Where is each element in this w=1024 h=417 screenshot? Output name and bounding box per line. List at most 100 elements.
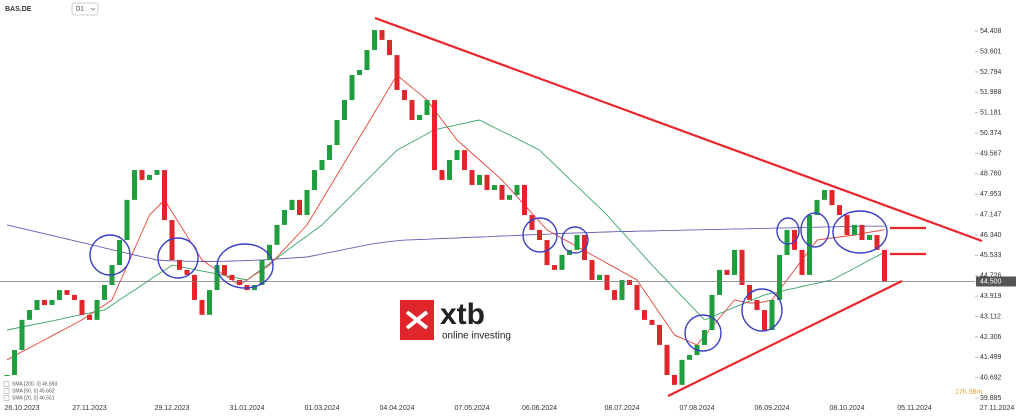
y-tick-label: 51.988	[980, 89, 1002, 96]
legend-label: SMA [20, 0] 46.551	[12, 395, 55, 401]
candle	[859, 224, 865, 241]
x-tick-label: 05.11.2024	[897, 405, 932, 412]
candle	[259, 260, 265, 286]
y-tick-label: 39.885	[980, 395, 1002, 402]
x-tick-label: 31.01.2024	[229, 405, 264, 412]
candle	[222, 265, 227, 275]
circle	[89, 234, 131, 276]
candle	[417, 114, 422, 121]
circle	[832, 210, 888, 254]
header: BAS.DE D1	[5, 2, 99, 16]
x-tick-label: 07.08.2024	[679, 405, 714, 412]
resistance-line	[374, 16, 983, 243]
candle	[619, 279, 625, 300]
circle	[776, 217, 800, 245]
x-tick-label: 27.11.2023	[72, 405, 107, 412]
candle	[574, 234, 580, 250]
candle	[477, 174, 482, 185]
candle	[214, 265, 220, 291]
candle	[754, 299, 760, 311]
timeframe[interactable]: D1	[76, 7, 84, 13]
y-tick-label: 43.919	[980, 293, 1002, 300]
x-tick-label: 04.04.2024	[379, 405, 414, 412]
x-tick-label: 06.06.2024	[522, 405, 557, 412]
candle	[169, 220, 175, 261]
x-tick-label: 07.05.2024	[454, 405, 489, 412]
candle	[387, 39, 392, 56]
candle	[432, 100, 437, 171]
plot: 54.408 53.601 52.794 51.988 51.181 50.374 49.5…	[0, 28, 1016, 412]
circle	[157, 237, 199, 279]
candle	[837, 205, 842, 216]
candle	[612, 290, 617, 300]
candle	[4, 374, 10, 376]
candle	[342, 100, 347, 121]
candle	[484, 174, 490, 191]
candle	[12, 349, 17, 375]
logo: xtb online investing	[400, 298, 511, 342]
candle	[154, 170, 160, 175]
candle	[514, 184, 520, 196]
timer: 17h 58m	[955, 389, 982, 396]
candle	[409, 100, 415, 121]
candle	[642, 310, 647, 320]
candle	[447, 159, 452, 180]
candle	[822, 190, 827, 200]
support-line	[667, 280, 903, 397]
candle	[64, 290, 70, 295]
candle	[582, 234, 587, 261]
candle	[27, 310, 32, 320]
y-tick-label: 40.692	[980, 375, 1002, 382]
x-tick-label: 08.10.2024	[829, 405, 864, 412]
timeframe-select[interactable]	[71, 2, 99, 16]
y-tick-label: 50.374	[980, 130, 1002, 137]
y-tick-label: 53.601	[980, 48, 1002, 55]
candle	[304, 190, 310, 216]
y-tick-label: 49.567	[980, 150, 1002, 157]
candle	[499, 184, 505, 200]
candle	[732, 249, 737, 275]
candle	[199, 299, 205, 315]
candle	[334, 120, 340, 146]
candle	[589, 260, 595, 280]
circle	[561, 226, 589, 254]
y-tick-label: 45.533	[980, 252, 1002, 259]
x-tick-label: 08.07.2024	[604, 405, 639, 412]
candle	[184, 269, 190, 275]
candle	[844, 215, 850, 235]
candle	[769, 299, 775, 331]
last-price-label: 44.500	[980, 278, 1002, 285]
y-tick-label: 46.340	[980, 232, 1002, 239]
y-tick-label: 54.408	[980, 28, 1002, 35]
candle	[679, 359, 685, 385]
candle	[207, 290, 212, 315]
logo-x	[405, 310, 429, 330]
legend-swatch	[3, 395, 10, 401]
symbol: BAS.DE	[5, 6, 32, 13]
x-tick-label: 06.09.2024	[754, 405, 789, 412]
x-tick-label: 01.03.2024	[304, 405, 339, 412]
candle	[634, 285, 640, 311]
logo-tagline: online investing	[442, 331, 511, 342]
legend-label: SMA [200, 0] 46.693	[12, 381, 58, 387]
candle	[552, 265, 557, 270]
candle	[319, 159, 325, 171]
candle	[657, 324, 662, 345]
circle	[684, 314, 722, 352]
candle	[72, 294, 77, 300]
trend-lines	[374, 16, 983, 397]
candle	[867, 234, 872, 241]
candle	[597, 274, 602, 280]
candle	[814, 199, 820, 216]
logo-name: xtb	[440, 298, 485, 331]
candle	[394, 55, 400, 90]
candle	[229, 274, 235, 280]
candle	[139, 170, 145, 180]
candle	[267, 244, 272, 261]
candle	[252, 285, 257, 291]
candle	[124, 199, 130, 241]
candle	[42, 299, 47, 305]
candle	[327, 145, 332, 160]
y-tick-label: 43.112	[980, 313, 1001, 320]
